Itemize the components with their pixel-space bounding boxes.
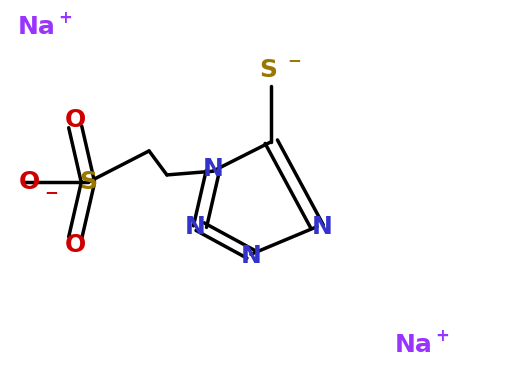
Text: S: S [260, 58, 278, 82]
Text: O: O [65, 108, 86, 132]
Text: N: N [241, 244, 261, 268]
Text: −: − [287, 51, 301, 70]
Text: +: + [435, 327, 449, 344]
Text: S: S [79, 170, 97, 194]
Text: N: N [202, 157, 223, 182]
Text: N: N [184, 215, 205, 238]
Text: O: O [65, 233, 86, 257]
Text: N: N [312, 215, 333, 238]
Text: Na: Na [395, 333, 433, 357]
Text: Na: Na [18, 15, 56, 39]
Text: +: + [58, 9, 72, 27]
Text: −: − [44, 183, 58, 201]
Text: O: O [19, 170, 40, 194]
